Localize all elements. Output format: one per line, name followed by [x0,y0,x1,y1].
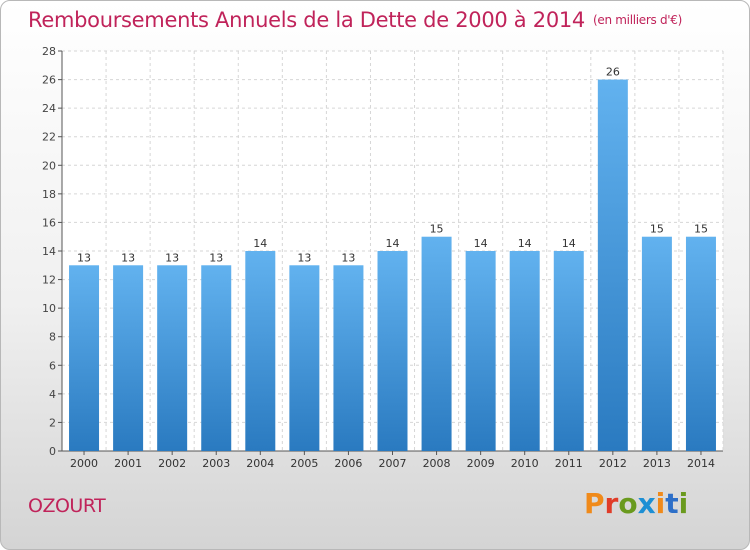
y-tick-label: 16 [42,216,56,229]
logo-letter: r [604,487,619,520]
y-tick-label: 2 [49,416,56,429]
bar-2003 [201,265,232,451]
y-tick-label: 4 [49,388,56,401]
x-tick-label-2008: 2008 [423,457,451,470]
bar-2013 [641,236,672,451]
proxiti-logo: Proxiti [584,487,688,520]
x-tick-label-2005: 2005 [290,457,318,470]
value-label-2002: 13 [165,251,179,264]
town-name: OZOURT [28,495,106,517]
logo-letter: P [584,487,605,520]
logo-letter: i [678,487,689,520]
y-tick-label: 24 [42,102,56,115]
y-tick-label: 26 [42,74,56,87]
bar-2001 [113,265,144,451]
bar-2010 [509,251,540,451]
bar-2014 [685,236,716,451]
y-tick-label: 14 [42,245,56,258]
value-label-2005: 13 [297,251,311,264]
x-tick-label-2014: 2014 [687,457,715,470]
logo-letter: x [637,487,656,520]
value-label-2011: 14 [562,237,576,250]
title-text: Remboursements Annuels de la Dette de 20… [28,8,585,32]
chart-title: Remboursements Annuels de la Dette de 20… [28,8,682,32]
y-tick-label: 0 [49,445,56,458]
unit-label: (en milliers d'€) [593,13,683,27]
y-tick-label: 6 [49,359,56,372]
x-tick-label-2011: 2011 [555,457,583,470]
bar-2005 [289,265,320,451]
x-tick-label-2001: 2001 [114,457,142,470]
x-tick-label-2009: 2009 [467,457,495,470]
bar-2004 [245,251,276,451]
x-tick-label-2007: 2007 [379,457,407,470]
value-label-2006: 13 [341,251,355,264]
value-label-2001: 13 [121,251,135,264]
value-label-2013: 15 [650,223,664,236]
value-label-2004: 14 [253,237,267,250]
y-tick-label: 28 [42,45,56,58]
value-label-2003: 13 [209,251,223,264]
value-label-2008: 15 [430,223,444,236]
bar-2006 [333,265,364,451]
bar-2002 [157,265,188,451]
bar-2007 [377,251,408,451]
value-label-2009: 14 [474,237,488,250]
y-tick-label: 20 [42,159,56,172]
value-label-2000: 13 [77,251,91,264]
y-tick-label: 8 [49,331,56,344]
value-label-2014: 15 [694,223,708,236]
value-label-2010: 14 [518,237,532,250]
logo-letter: t [665,487,679,520]
x-tick-label-2003: 2003 [202,457,230,470]
bar-2011 [553,251,584,451]
x-tick-label-2010: 2010 [511,457,539,470]
x-tick-label-2000: 2000 [70,457,98,470]
bar-2009 [465,251,496,451]
value-label-2007: 14 [386,237,400,250]
logo-letter: o [618,487,638,520]
y-tick-label: 18 [42,188,56,201]
y-tick-label: 12 [42,274,56,287]
bars [69,79,716,452]
x-tick-label-2004: 2004 [246,457,274,470]
x-tick-label-2006: 2006 [334,457,362,470]
x-tick-label-2002: 2002 [158,457,186,470]
y-tick-label: 22 [42,131,56,144]
labels: 0246810121416182022242628132000132001132… [42,45,715,470]
y-tick-label: 10 [42,302,56,315]
x-tick-label-2013: 2013 [643,457,671,470]
bar-2008 [421,236,452,451]
bar-2012 [597,79,628,452]
value-label-2012: 26 [606,66,620,79]
logo-letter: i [655,487,666,520]
x-tick-label-2012: 2012 [599,457,627,470]
bar-2000 [69,265,100,451]
